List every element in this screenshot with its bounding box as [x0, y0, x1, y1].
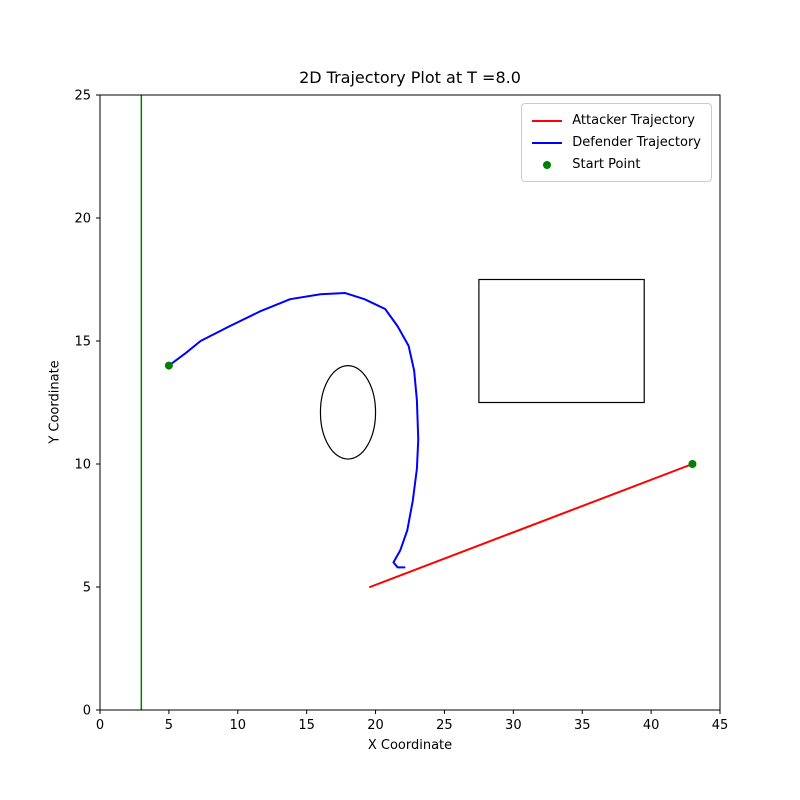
legend-glyph-cell: [532, 119, 564, 122]
y-tick-label: 25: [74, 89, 91, 104]
obstacle-ellipse: [319, 365, 377, 460]
x-tick-label: 10: [230, 718, 247, 733]
x-tick-label: 0: [96, 718, 104, 733]
y-tick-label: 5: [83, 581, 91, 596]
obstacle-rectangle: [478, 278, 645, 404]
start-point-dot: [164, 361, 173, 370]
x-axis-label: X Coordinate: [367, 738, 453, 753]
legend-label-attacker: Attacker Trajectory: [572, 113, 695, 128]
x-tick-label: 15: [298, 718, 315, 733]
legend-label-defender: Defender Trajectory: [572, 135, 701, 150]
x-tick-label: 30: [505, 718, 522, 733]
defender-trajectory-line: [167, 292, 420, 569]
x-tick-label: 45: [712, 718, 729, 733]
start-point-dot-sample-icon: [543, 160, 552, 169]
x-tick-label: 35: [574, 718, 591, 733]
axes-border: [99, 94, 721, 711]
legend-item-defender: Defender Trajectory: [532, 134, 701, 151]
y-tick-label: 20: [74, 212, 91, 227]
y-tick-label: 15: [74, 335, 91, 350]
legend-glyph-cell: [532, 141, 564, 144]
y-axis-label: Y Coordinate: [47, 360, 63, 444]
x-tick-label: 40: [643, 718, 660, 733]
x-tick-label: 5: [165, 718, 173, 733]
y-tick-label: 0: [83, 704, 91, 719]
defender-line-sample-icon: [532, 141, 563, 144]
start-point-dot: [688, 460, 697, 468]
legend-item-attacker: Attacker Trajectory: [532, 112, 701, 129]
x-tick-label: 20: [367, 718, 384, 733]
attacker-trajectory-line: [369, 463, 694, 588]
legend-label-start-point: Start Point: [572, 157, 641, 172]
legend-item-start-point: Start Point: [532, 156, 701, 173]
legend-glyph-cell: [532, 160, 564, 169]
legend: Attacker Trajectory Defender Trajectory …: [521, 103, 712, 182]
x-tick-label: 25: [436, 718, 453, 733]
y-tick-label: 10: [74, 458, 91, 473]
chart-title: 2D Trajectory Plot at T =8.0: [299, 68, 521, 87]
attacker-line-sample-icon: [532, 119, 563, 122]
